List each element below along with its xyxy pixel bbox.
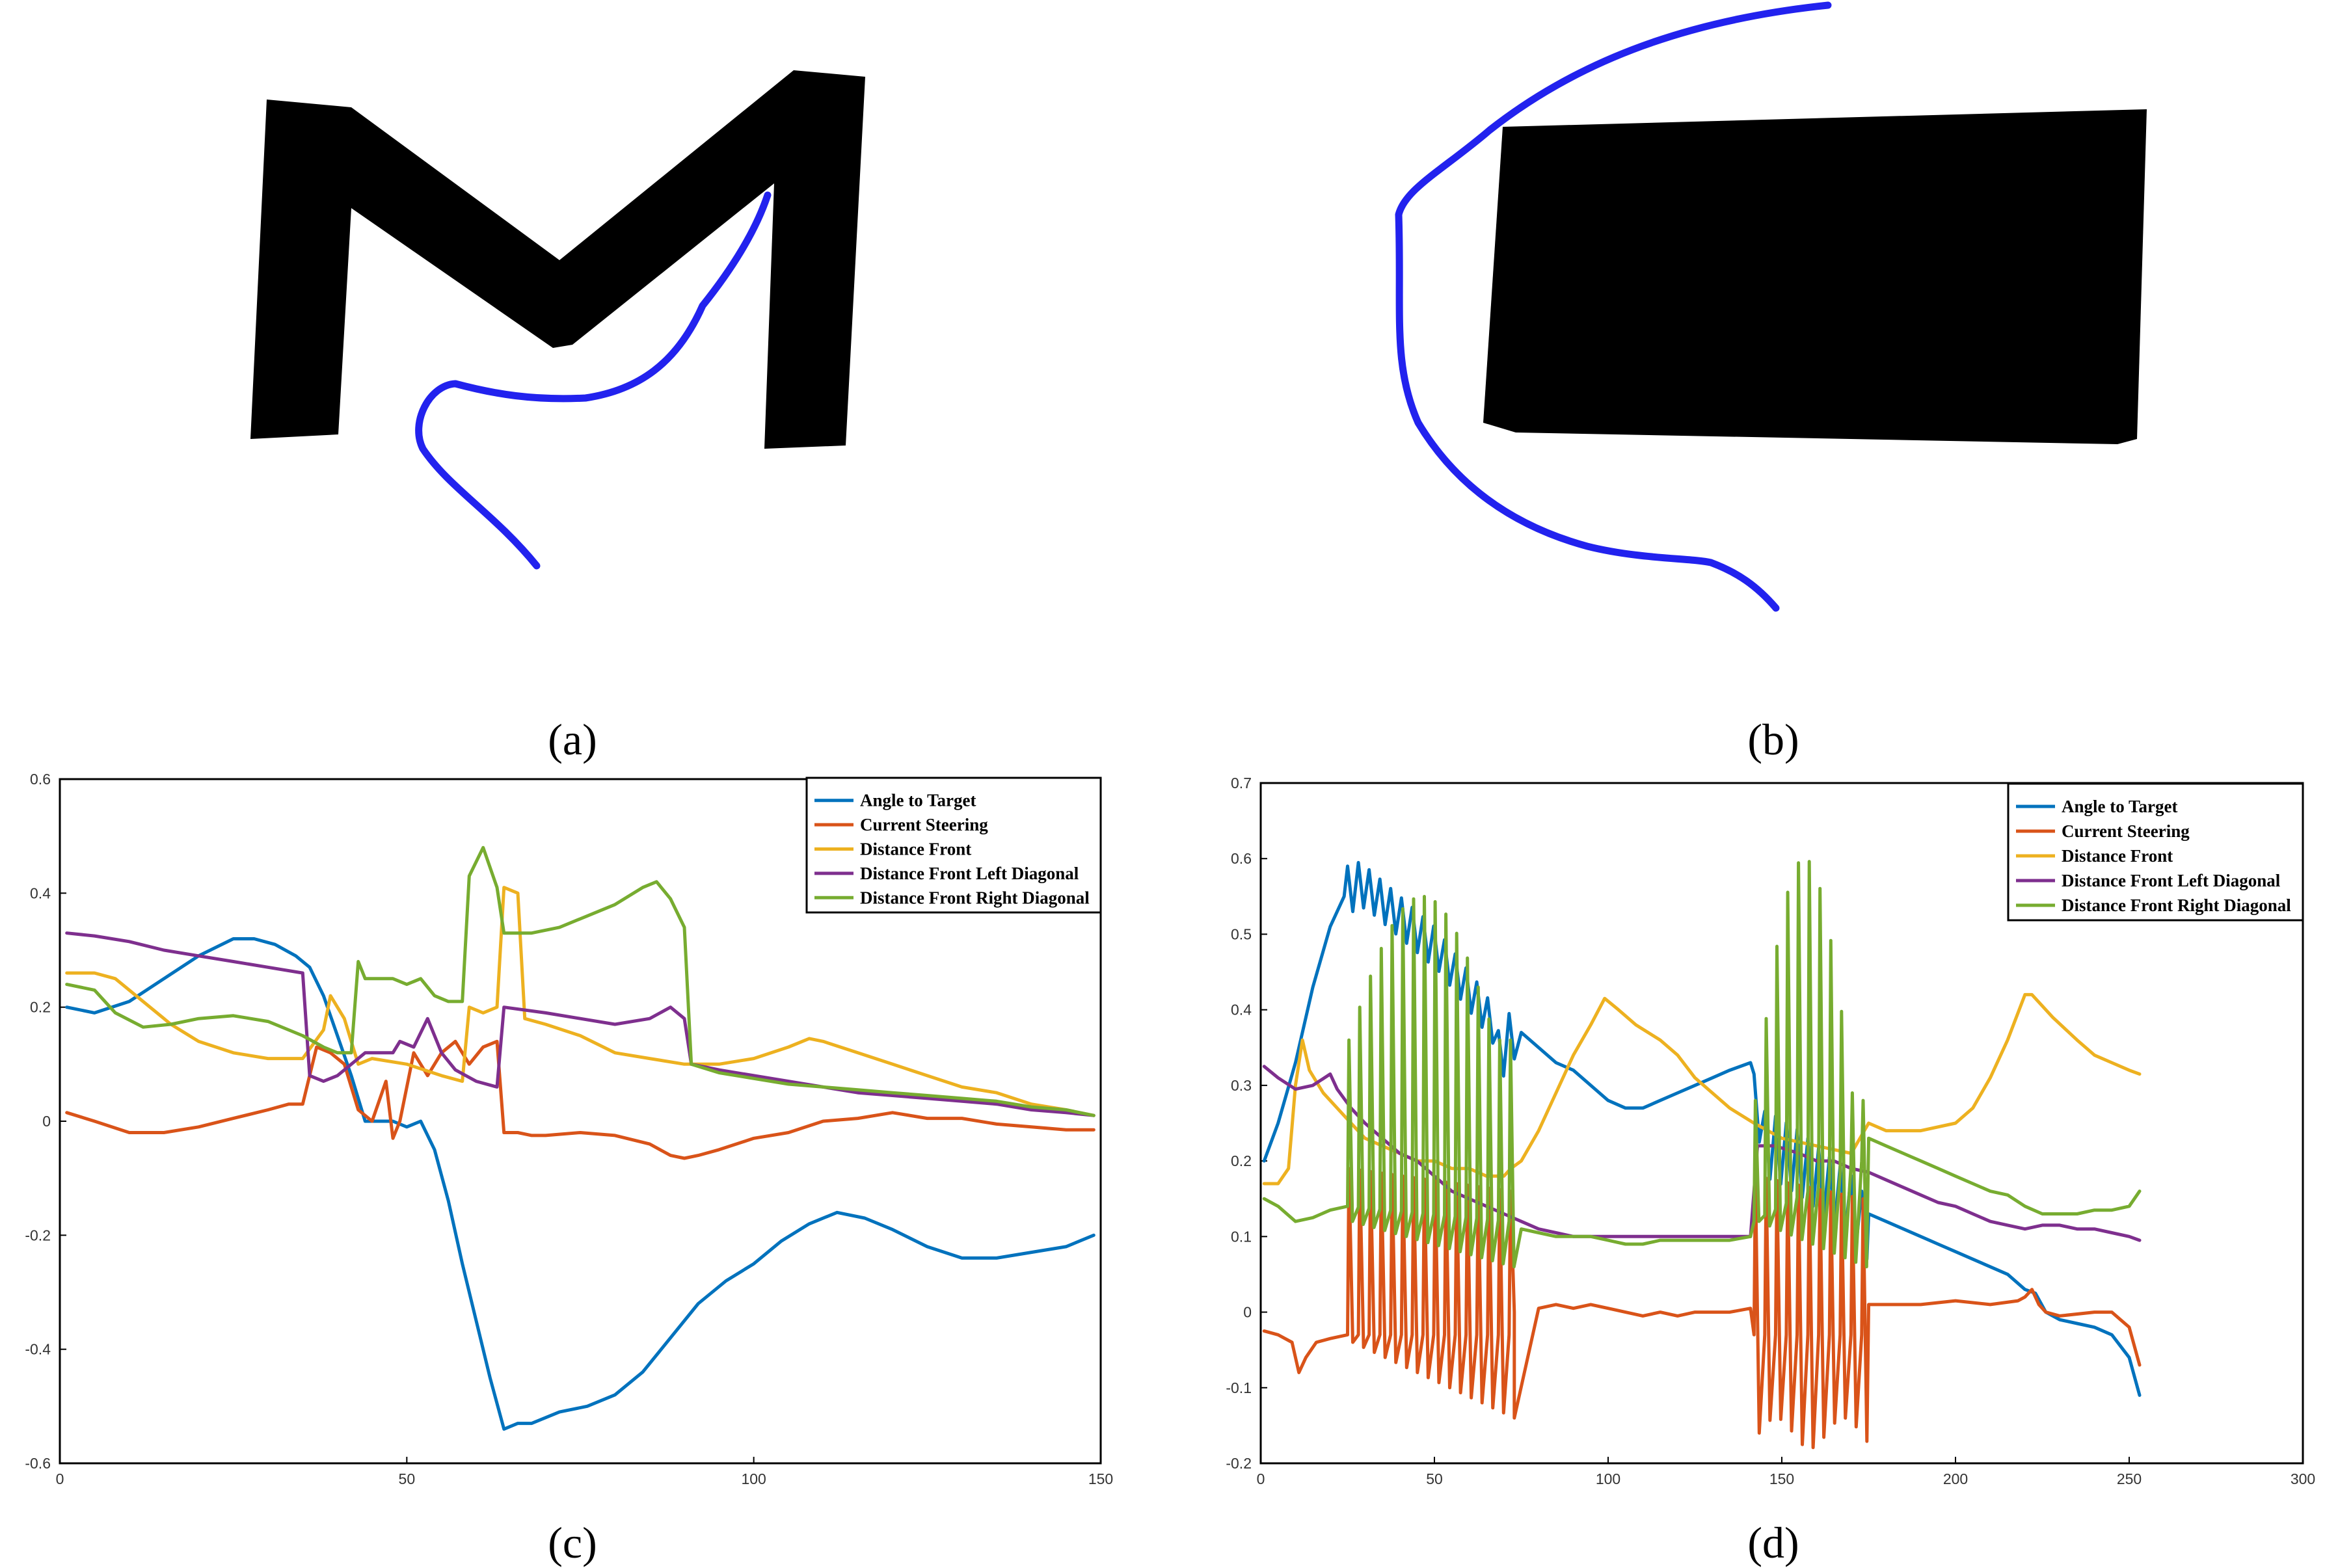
series-line-distance-front	[1262, 992, 2142, 1186]
series-line-current-steering	[65, 1039, 1095, 1160]
panel-label-d: (d)	[1747, 1518, 1799, 1567]
rectangle-obstacle	[1483, 109, 2147, 444]
series-line-distance-front	[65, 886, 1095, 1117]
chart-c: -0.6 -0.4 -0.2 0 0.2 0.4 0.6 0 50 100 150 Angle to …	[25, 771, 1113, 1487]
x-tick-label: 150	[1088, 1470, 1113, 1487]
y-tick-label: 0	[1243, 1304, 1252, 1321]
panel-label-a: (a)	[548, 715, 597, 764]
y-tick-label: 0.3	[1231, 1077, 1252, 1094]
x-tick-label: 300	[2291, 1470, 2315, 1487]
y-tick-label: -0.2	[1226, 1455, 1252, 1472]
y-tick-label: 0.7	[1231, 775, 1252, 791]
x-tick-label: 100	[1596, 1470, 1620, 1487]
y-tick-label: 0	[42, 1113, 51, 1130]
chart-d: -0.2 -0.1 0 0.1 0.2 0.3 0.4 0.5 0.6 0.7 0 50 100 150 2…	[1226, 775, 2315, 1487]
series-line-current-steering	[1262, 1167, 2142, 1450]
x-tick-label: 50	[399, 1470, 416, 1487]
series-line-angle-to-target	[65, 937, 1095, 1431]
x-tick-label: 250	[2117, 1470, 2142, 1487]
legend-label: Distance Front	[2062, 846, 2173, 866]
y-tick-label: -0.6	[25, 1455, 51, 1472]
x-tick-label: 150	[1769, 1470, 1794, 1487]
legend-label: Angle to Target	[2062, 797, 2178, 816]
y-tick-label: -0.1	[1226, 1379, 1252, 1396]
y-tick-label: 0.4	[1231, 1002, 1252, 1018]
y-tick-label: 0.4	[30, 884, 51, 901]
panel-b-map	[1395, 1, 2147, 612]
series-line-angle-to-target	[1262, 860, 2142, 1397]
y-tick-label: 0.2	[30, 999, 51, 1016]
y-tick-label: 0.1	[1231, 1228, 1252, 1245]
legend-label: Distance Front Right Diagonal	[2062, 896, 2291, 915]
y-tick-label: -0.4	[25, 1341, 51, 1358]
robot-path-a	[415, 191, 772, 570]
y-tick-label: 0.6	[30, 771, 51, 788]
y-tick-label: 0.2	[1231, 1152, 1252, 1169]
series-line-distance-front-right-diagonal	[65, 845, 1095, 1117]
y-tick-label: 0.6	[1231, 850, 1252, 867]
panel-a-map	[250, 70, 865, 570]
legend-label: Distance Front Left Diagonal	[2062, 871, 2281, 890]
legend-label: Distance Front Right Diagonal	[860, 888, 1090, 907]
robot-path-b	[1395, 1, 1832, 612]
panel-label-b: (b)	[1747, 715, 1799, 764]
x-tick-label: 0	[1257, 1470, 1265, 1487]
legend-label: Distance Front	[860, 840, 971, 859]
series-line-distance-front-right-diagonal	[1262, 860, 2142, 1269]
x-tick-label: 200	[1943, 1470, 1968, 1487]
panel-label-c: (c)	[548, 1518, 597, 1567]
legend-label: Angle to Target	[860, 791, 976, 810]
y-tick-label: -0.2	[25, 1227, 51, 1243]
series-line-distance-front-left-diagonal	[65, 931, 1095, 1117]
legend-box	[805, 777, 1102, 914]
x-tick-label: 0	[56, 1470, 64, 1487]
legend-box	[2007, 782, 2304, 922]
legend-label: Current Steering	[2062, 821, 2190, 841]
x-tick-label: 100	[741, 1470, 766, 1487]
y-tick-label: 0.5	[1231, 925, 1252, 942]
legend-label: Current Steering	[860, 815, 988, 834]
legend-label: Distance Front Left Diagonal	[860, 864, 1079, 883]
m-shaped-obstacle	[250, 70, 865, 449]
x-tick-label: 50	[1426, 1470, 1443, 1487]
